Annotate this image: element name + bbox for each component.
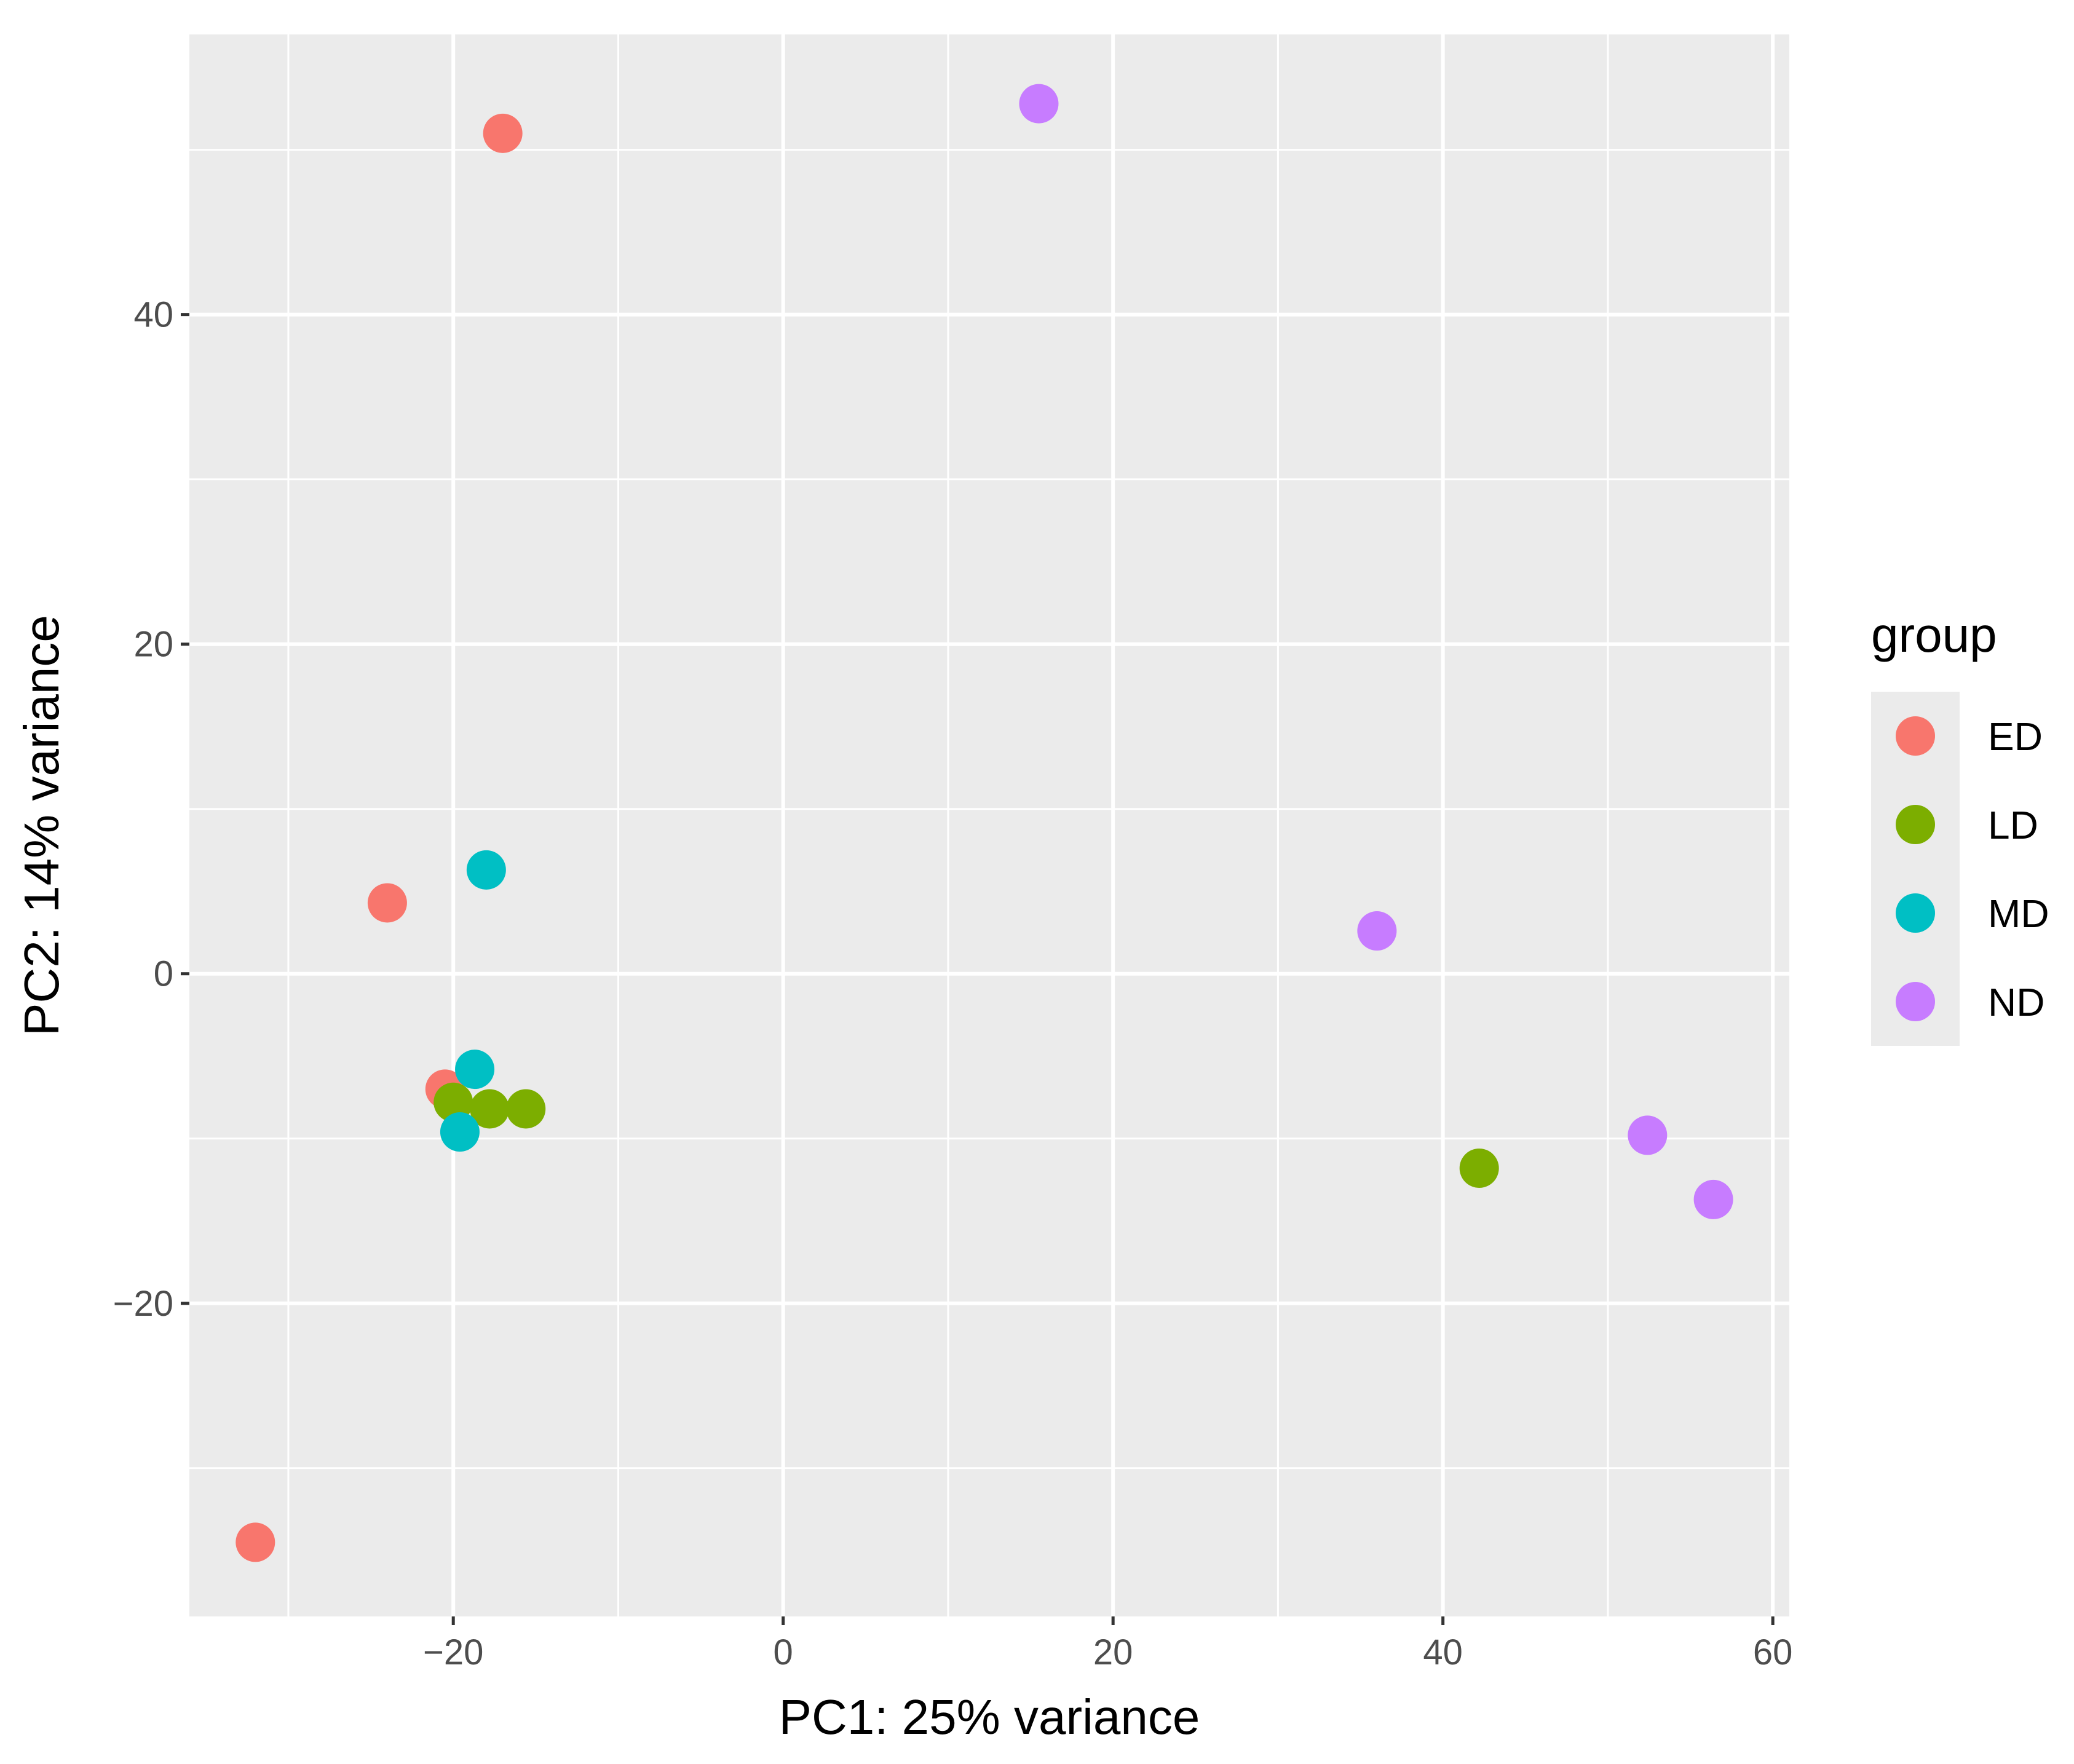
data-point-ed xyxy=(236,1522,275,1562)
x-tick-label: 60 xyxy=(1753,1632,1793,1672)
legend-key-nd xyxy=(1896,982,1935,1021)
axis-ticks xyxy=(181,313,1775,1625)
data-points xyxy=(236,84,1733,1562)
x-tick-label: −20 xyxy=(423,1632,483,1672)
data-point-nd xyxy=(1693,1179,1733,1219)
legend-label-nd: ND xyxy=(1988,980,2044,1024)
data-point-ld xyxy=(506,1089,546,1129)
y-tick-label: 0 xyxy=(154,954,173,994)
legend-key-ed xyxy=(1896,716,1935,756)
legend: group ED LD MD ND xyxy=(1871,607,2049,1046)
legend-items: ED LD MD ND xyxy=(1896,714,2049,1024)
legend-key-md xyxy=(1896,893,1935,933)
data-point-md xyxy=(440,1112,480,1152)
y-tick-labels: −20 0 20 40 xyxy=(113,295,173,1324)
x-tick-label: 20 xyxy=(1093,1632,1133,1672)
data-point-md xyxy=(455,1050,495,1090)
legend-label-ed: ED xyxy=(1988,714,2043,759)
grid-major xyxy=(189,34,1789,1616)
data-point-ld xyxy=(1459,1148,1499,1188)
legend-label-md: MD xyxy=(1988,892,2049,936)
x-axis-title: PC1: 25% variance xyxy=(779,1690,1200,1744)
data-point-ed xyxy=(367,883,407,923)
panel-background xyxy=(189,34,1789,1616)
x-tick-label: 0 xyxy=(774,1632,793,1672)
y-tick-label: 20 xyxy=(133,625,173,665)
x-tick-label: 40 xyxy=(1423,1632,1463,1672)
data-point-ld xyxy=(433,1082,473,1122)
data-point-nd xyxy=(1357,911,1397,951)
y-axis-title: PC2: 14% variance xyxy=(14,615,69,1036)
y-tick-label: 40 xyxy=(133,295,173,335)
legend-label-ld: LD xyxy=(1988,803,2038,847)
data-point-ld xyxy=(470,1089,510,1129)
x-tick-labels: −20 0 20 40 60 xyxy=(423,1632,1792,1672)
legend-title: group xyxy=(1871,607,1997,662)
data-point-nd xyxy=(1019,84,1059,124)
data-point-nd xyxy=(1628,1115,1668,1155)
data-point-md xyxy=(466,850,506,890)
y-tick-label: −20 xyxy=(113,1284,173,1324)
legend-key-ld xyxy=(1896,805,1935,844)
data-point-ed xyxy=(483,113,523,153)
